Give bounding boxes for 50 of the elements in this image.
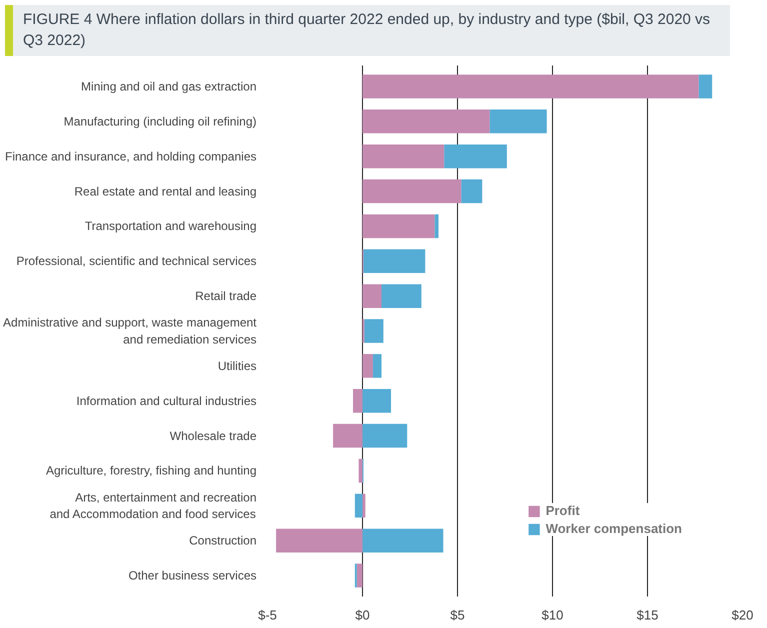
x-tick-label: $5 [450,608,465,622]
x-tick-label: $-5 [258,608,277,622]
bar [698,74,712,98]
y-tick-label: Construction [189,534,257,548]
x-tick-label: $20 [732,608,754,622]
bar [444,144,507,168]
bar [372,354,382,378]
bar [362,179,462,204]
bar [362,284,382,308]
y-tick-label: Retail trade [195,289,257,304]
bar [434,214,438,238]
y-tick-label: Arts, entertainment and recreation and Accommodation and food services [50,490,257,522]
y-tick-label: Agriculture, forestry, fishing and hunting [46,464,257,478]
bar [358,458,362,483]
bar [362,424,408,448]
y-tick-label: Utilities [218,358,256,373]
bar [382,284,422,308]
bar [362,528,444,552]
bar [363,249,426,274]
y-tick-label: Information and cultural industries [76,394,256,408]
y-tick-label: Mining and oil and gas extraction [81,79,257,94]
bar [362,354,373,378]
x-tick-label: $10 [542,608,564,622]
bar [461,179,482,204]
x-tick-label: $0 [355,608,370,622]
bar [362,494,366,518]
y-tick-label: Transportation and warehousing [84,219,257,234]
y-tick-label: Finance and insurance, and holding companies [5,149,257,164]
bar [354,494,362,518]
y-tick-label: Real estate and rental and leasing [74,184,257,198]
bar [362,110,490,134]
x-tick-label: $15 [636,608,658,622]
legend-label: Worker compensation [546,521,682,536]
bar [356,564,362,588]
y-tick-label: Other business services [128,568,257,583]
chart-title: FIGURE 4 Where inflation dollars in third quarter 2022 ended up, by industry and type ($bil, Q3 2020 vs Q3 2022) [5,5,730,56]
bar [362,144,444,168]
bar [490,110,547,134]
bar [364,319,384,343]
bar [333,424,362,448]
y-tick-label: Professional, scientific and technical services [16,254,257,268]
bar [362,74,699,98]
bar [276,528,362,552]
bar [362,214,435,238]
bar [362,388,391,413]
y-tick-label: Manufacturing (including oil refining) [64,114,257,128]
bar [353,388,362,413]
legend-label: Profit [546,503,580,518]
y-tick-label: Administrative and support, waste management and remediation services [3,316,258,346]
y-tick-label: Wholesale trade [170,428,257,443]
